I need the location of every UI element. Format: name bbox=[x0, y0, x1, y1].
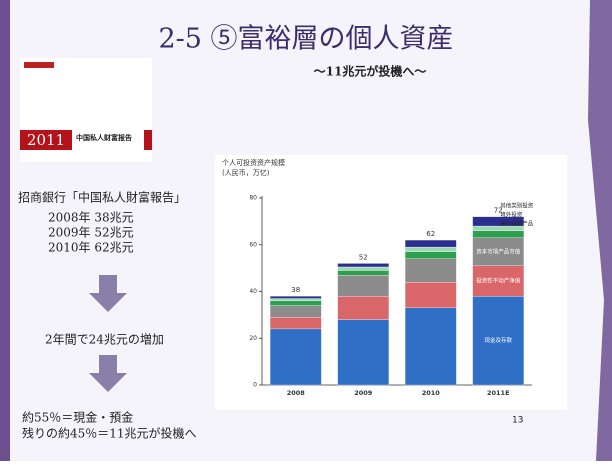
bar-segment bbox=[472, 216, 525, 227]
bar-segment bbox=[269, 305, 322, 318]
legend-label: 其他类别投资 bbox=[500, 202, 534, 210]
bar-segment bbox=[337, 266, 390, 271]
legend-label: 投资性不动产净值 bbox=[476, 276, 521, 284]
arrow bbox=[89, 355, 127, 392]
page-number: 13 bbox=[512, 416, 523, 426]
stat: 2008年 38兆元 bbox=[48, 211, 134, 225]
bar-segment bbox=[337, 319, 390, 386]
y-tick-label: 80 bbox=[249, 195, 257, 202]
slide-title: 2-5 ⑤富裕層の個人資産 bbox=[158, 24, 453, 55]
bar-segment bbox=[337, 270, 390, 276]
total-label: 52 bbox=[359, 253, 368, 261]
y-tick-label: 40 bbox=[249, 288, 257, 295]
x-tick-label: 2008 bbox=[287, 389, 306, 397]
bar-segment bbox=[337, 274, 390, 297]
cover-bar bbox=[144, 130, 152, 150]
bar-segment bbox=[404, 246, 457, 252]
bar-segment bbox=[472, 296, 525, 386]
source: 招商銀行「中国私人財富報告」 bbox=[18, 190, 186, 205]
cover-logo bbox=[24, 62, 54, 68]
bar-segment bbox=[269, 300, 322, 306]
y-tick-label: 20 bbox=[249, 335, 257, 342]
bar-segment bbox=[269, 328, 322, 386]
cover-title: 中国私人财富报告 bbox=[76, 133, 132, 142]
total-label: 72 bbox=[494, 207, 503, 215]
legend-label: 现金及存款 bbox=[484, 336, 512, 344]
left-edge bbox=[0, 0, 10, 461]
slide-subtitle: ～11兆元が投機へ～ bbox=[314, 64, 427, 79]
legend-label: 境外投资 bbox=[500, 211, 523, 219]
legend-label: 资本市场产品市值 bbox=[476, 247, 521, 255]
bar-segment bbox=[269, 317, 322, 330]
legend-label: 银行理财产品 bbox=[500, 220, 534, 228]
y-axis-label: (人民币，万亿) bbox=[222, 168, 270, 177]
bar-segment bbox=[404, 258, 457, 283]
bar-segment bbox=[472, 230, 525, 238]
bar-segment bbox=[404, 307, 457, 386]
x-tick-label: 2009 bbox=[354, 389, 373, 397]
right-edge bbox=[588, 0, 612, 461]
conclusion: 残りの約45％＝11兆元が投機へ bbox=[22, 426, 197, 441]
cover-year-box bbox=[20, 130, 72, 150]
bar-segment bbox=[269, 296, 322, 299]
chart-title: 个人可投资资产规模 bbox=[222, 158, 285, 167]
cover-year: 2011 bbox=[27, 131, 65, 149]
stat: 2009年 52兆元 bbox=[48, 226, 134, 240]
bar-segment bbox=[337, 296, 390, 320]
x-tick-label: 2011E bbox=[487, 389, 510, 397]
stat: 2010年 62兆元 bbox=[48, 241, 134, 255]
bar-segment bbox=[404, 251, 457, 259]
conclusion: 約55％＝現金・預金 bbox=[22, 410, 133, 425]
bar-segment bbox=[404, 239, 457, 248]
summary: 2年間で24兆元の増加 bbox=[45, 333, 164, 347]
arrow bbox=[89, 275, 127, 312]
y-tick-label: 0 bbox=[253, 382, 257, 389]
bar-segment bbox=[269, 298, 322, 302]
bar-segment bbox=[337, 263, 390, 268]
bar-segment bbox=[472, 237, 525, 266]
bar-segment bbox=[404, 281, 457, 309]
total-label: 62 bbox=[426, 230, 435, 238]
x-tick-label: 2010 bbox=[422, 389, 441, 397]
y-tick-label: 60 bbox=[249, 241, 257, 248]
total-label: 38 bbox=[291, 286, 300, 294]
